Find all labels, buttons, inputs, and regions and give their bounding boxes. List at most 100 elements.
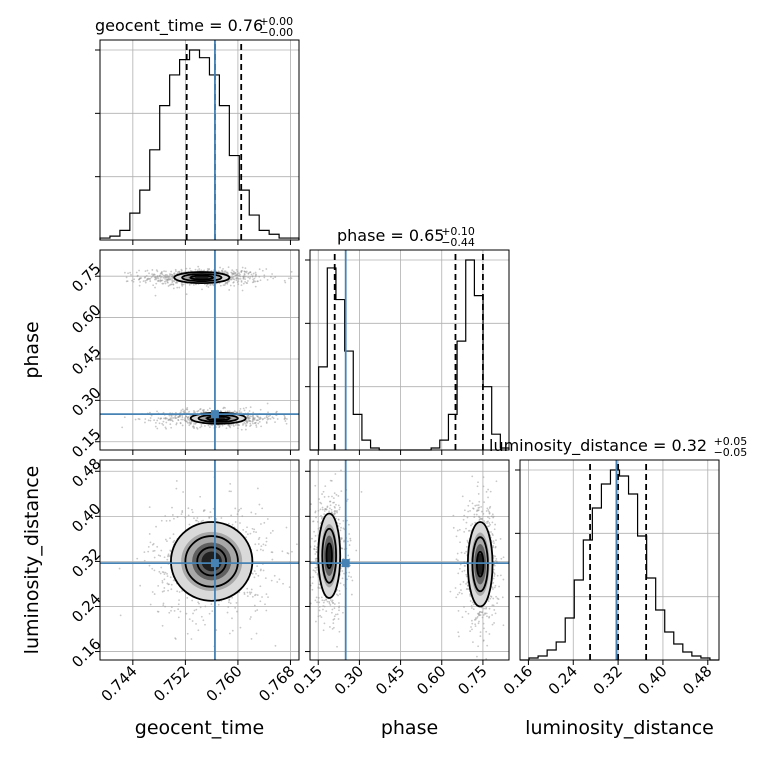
sample-point-geocent_time-vs-luminosity_distance bbox=[288, 586, 291, 589]
sample-point-geocent_time-vs-luminosity_distance bbox=[191, 511, 194, 514]
sample-point-geocent_time-vs-phase bbox=[242, 407, 245, 410]
sample-point-geocent_time-vs-phase bbox=[164, 282, 167, 285]
sample-point-phase-vs-luminosity_distance bbox=[495, 558, 498, 560]
contour-geocent_time-vs-luminosity_distance-0-1 bbox=[184, 535, 239, 588]
sample-point-geocent_time-vs-phase bbox=[241, 269, 243, 272]
sample-point-phase-vs-luminosity_distance bbox=[314, 534, 317, 537]
sample-point-geocent_time-vs-phase bbox=[244, 422, 247, 425]
density-level-phase-vs-luminosity_distance-0-3 bbox=[326, 545, 332, 567]
sample-point-geocent_time-vs-phase bbox=[247, 417, 249, 420]
sample-point-phase-vs-luminosity_distance bbox=[489, 490, 492, 493]
sample-point-phase-vs-luminosity_distance bbox=[476, 485, 479, 488]
sample-point-geocent_time-vs-luminosity_distance bbox=[273, 574, 276, 577]
sample-point-phase-vs-luminosity_distance bbox=[481, 616, 484, 619]
sample-point-geocent_time-vs-luminosity_distance bbox=[163, 587, 166, 589]
sample-point-phase-vs-luminosity_distance bbox=[492, 546, 495, 549]
sample-point-geocent_time-vs-phase bbox=[233, 284, 236, 287]
sample-point-phase-vs-luminosity_distance bbox=[468, 500, 471, 502]
sample-point-phase-vs-luminosity_distance bbox=[482, 513, 485, 515]
sample-point-geocent_time-vs-luminosity_distance bbox=[149, 603, 152, 606]
sample-point-phase-vs-luminosity_distance bbox=[466, 581, 469, 584]
sample-point-geocent_time-vs-phase bbox=[164, 277, 166, 280]
sample-point-phase-vs-luminosity_distance bbox=[467, 612, 470, 615]
sample-point-geocent_time-vs-phase bbox=[227, 280, 229, 283]
sample-point-phase-vs-luminosity_distance bbox=[319, 587, 322, 589]
sample-point-phase-vs-luminosity_distance bbox=[340, 469, 342, 472]
sample-point-geocent_time-vs-phase bbox=[219, 266, 221, 269]
sample-point-geocent_time-vs-luminosity_distance bbox=[234, 521, 237, 523]
sample-point-geocent_time-vs-luminosity_distance bbox=[257, 538, 260, 541]
sample-point-geocent_time-vs-phase bbox=[249, 417, 251, 420]
sample-point-geocent_time-vs-phase bbox=[158, 422, 161, 425]
x-axis-label-geocent_time: geocent_time bbox=[135, 717, 264, 739]
sample-point-geocent_time-vs-luminosity_distance bbox=[204, 623, 206, 626]
sample-point-geocent_time-vs-phase bbox=[150, 414, 153, 417]
sample-point-geocent_time-vs-phase bbox=[233, 410, 236, 413]
sample-point-geocent_time-vs-phase bbox=[204, 425, 206, 427]
sample-point-phase-vs-luminosity_distance bbox=[471, 607, 473, 609]
sample-point-geocent_time-vs-luminosity_distance bbox=[285, 526, 288, 529]
sample-point-geocent_time-vs-phase bbox=[221, 270, 224, 273]
sample-point-geocent_time-vs-phase bbox=[142, 280, 145, 283]
sample-point-geocent_time-vs-luminosity_distance bbox=[271, 551, 274, 554]
sample-point-geocent_time-vs-phase bbox=[243, 421, 246, 424]
sample-point-geocent_time-vs-phase bbox=[169, 278, 172, 281]
sample-point-phase-vs-luminosity_distance bbox=[469, 630, 472, 633]
sample-point-phase-vs-luminosity_distance bbox=[452, 514, 455, 517]
sample-point-phase-vs-luminosity_distance bbox=[323, 510, 326, 512]
sample-point-phase-vs-luminosity_distance bbox=[500, 557, 503, 560]
sample-point-geocent_time-vs-phase bbox=[166, 281, 169, 283]
sample-point-geocent_time-vs-phase bbox=[209, 426, 211, 429]
sample-point-phase-vs-luminosity_distance bbox=[331, 600, 333, 603]
sample-point-geocent_time-vs-luminosity_distance bbox=[188, 523, 191, 526]
sample-point-phase-vs-luminosity_distance bbox=[465, 521, 468, 524]
sample-point-geocent_time-vs-luminosity_distance bbox=[265, 609, 268, 612]
sample-point-phase-vs-luminosity_distance bbox=[485, 612, 488, 615]
sample-point-geocent_time-vs-luminosity_distance bbox=[231, 629, 234, 632]
sample-point-phase-vs-luminosity_distance bbox=[471, 622, 474, 625]
sample-point-phase-vs-luminosity_distance bbox=[463, 509, 466, 512]
sample-point-phase-vs-luminosity_distance bbox=[331, 495, 333, 498]
sample-point-geocent_time-vs-luminosity_distance bbox=[169, 537, 171, 540]
sample-point-geocent_time-vs-luminosity_distance bbox=[245, 530, 247, 533]
sample-point-geocent_time-vs-luminosity_distance bbox=[267, 596, 269, 599]
sample-point-geocent_time-vs-phase bbox=[233, 425, 235, 427]
sample-point-geocent_time-vs-luminosity_distance bbox=[263, 521, 266, 524]
sample-point-geocent_time-vs-phase bbox=[168, 414, 171, 417]
y-axis-label-luminosity_distance: luminosity_distance bbox=[21, 466, 43, 655]
sample-point-geocent_time-vs-phase bbox=[252, 278, 254, 281]
sample-point-geocent_time-vs-luminosity_distance bbox=[162, 604, 165, 607]
sample-point-phase-vs-luminosity_distance bbox=[493, 528, 496, 531]
sample-point-geocent_time-vs-luminosity_distance bbox=[152, 550, 155, 552]
sample-point-geocent_time-vs-phase bbox=[237, 283, 240, 286]
sample-point-phase-vs-luminosity_distance bbox=[488, 607, 491, 610]
sample-point-geocent_time-vs-phase bbox=[263, 276, 266, 279]
sample-point-geocent_time-vs-phase bbox=[199, 408, 202, 410]
sample-point-phase-vs-luminosity_distance bbox=[494, 559, 497, 562]
sample-point-geocent_time-vs-phase bbox=[182, 410, 185, 413]
sample-point-geocent_time-vs-luminosity_distance bbox=[295, 543, 298, 546]
sample-point-geocent_time-vs-phase bbox=[159, 276, 162, 279]
sample-point-geocent_time-vs-phase bbox=[236, 281, 239, 284]
sample-point-geocent_time-vs-phase bbox=[231, 269, 234, 272]
sample-point-phase-vs-luminosity_distance bbox=[462, 518, 465, 521]
sample-point-phase-vs-luminosity_distance bbox=[325, 508, 328, 511]
sample-point-phase-vs-luminosity_distance bbox=[469, 595, 472, 597]
sample-point-geocent_time-vs-phase bbox=[243, 270, 246, 273]
sample-point-geocent_time-vs-luminosity_distance bbox=[197, 629, 200, 632]
sample-point-geocent_time-vs-phase bbox=[237, 427, 239, 430]
sample-point-geocent_time-vs-luminosity_distance bbox=[157, 584, 160, 587]
sample-point-geocent_time-vs-phase bbox=[169, 283, 172, 286]
sample-point-phase-vs-luminosity_distance bbox=[317, 509, 320, 512]
sample-point-phase-vs-luminosity_distance bbox=[347, 566, 349, 569]
sample-point-phase-vs-luminosity_distance bbox=[497, 598, 500, 601]
sample-point-phase-vs-luminosity_distance bbox=[342, 519, 345, 522]
ytick-label-luminosity_distance-4: 0.48 bbox=[68, 455, 104, 491]
sample-point-geocent_time-vs-phase bbox=[265, 414, 268, 417]
sample-point-geocent_time-vs-phase bbox=[125, 276, 128, 279]
sample-point-geocent_time-vs-phase bbox=[275, 411, 278, 414]
sample-point-geocent_time-vs-luminosity_distance bbox=[151, 591, 154, 593]
sample-point-geocent_time-vs-luminosity_distance bbox=[251, 595, 254, 598]
sample-point-phase-vs-luminosity_distance bbox=[490, 595, 493, 598]
